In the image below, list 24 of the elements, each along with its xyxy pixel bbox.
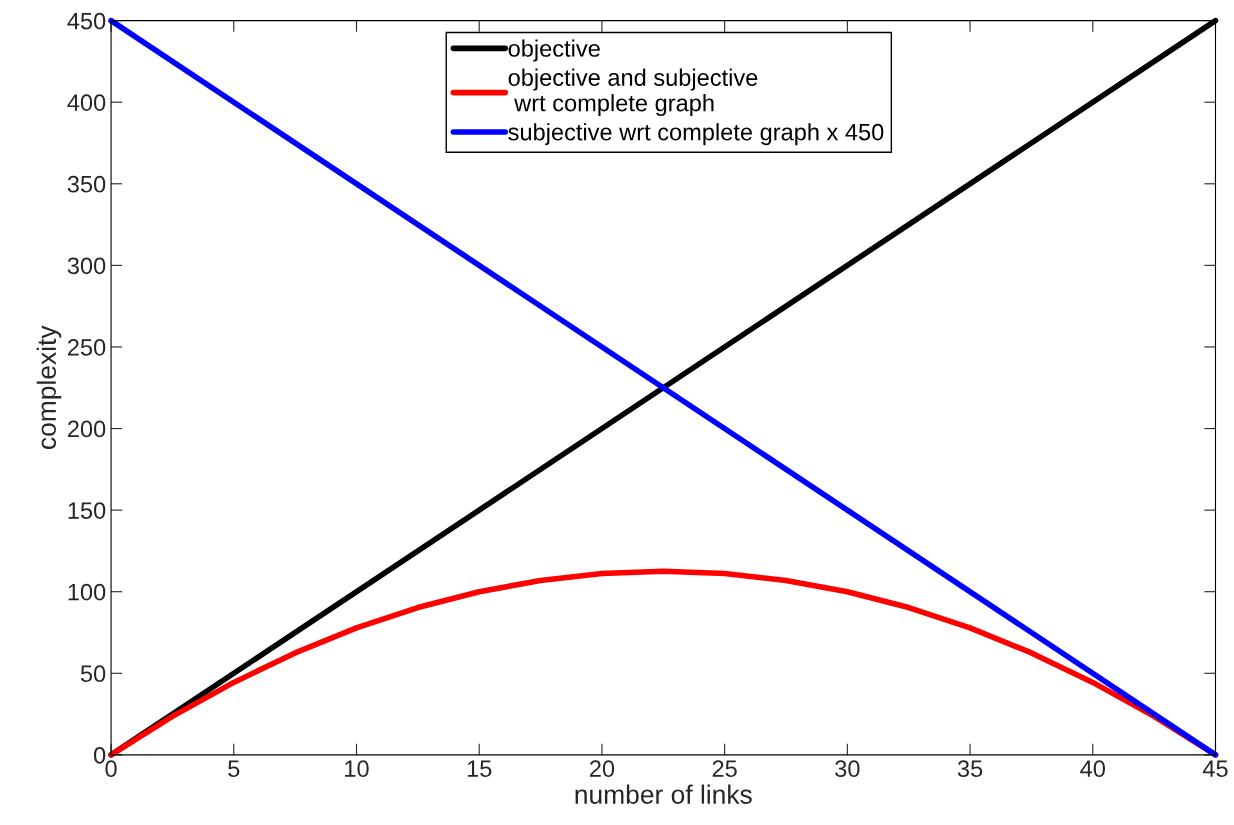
y-tick-label: 450 xyxy=(67,12,106,30)
y-tick-label: 0 xyxy=(93,746,106,764)
x-tick-label: 30 xyxy=(835,760,860,778)
y-tick-label: 350 xyxy=(67,175,106,193)
y-tick-label: 100 xyxy=(68,583,106,601)
y-tick-label: 50 xyxy=(80,665,106,683)
x-tick-label: 5 xyxy=(228,760,240,778)
y-tick-label: 250 xyxy=(68,339,106,356)
x-tick-label: 0 xyxy=(105,760,117,778)
x-axis-title: number of links xyxy=(575,784,752,804)
x-tick-label: 15 xyxy=(467,760,492,778)
x-tick-label: 20 xyxy=(589,760,615,778)
y-tick-label: 300 xyxy=(67,257,106,275)
x-tick-label: 40 xyxy=(1080,760,1105,778)
legend-label: subjective wrt complete graph x 450 xyxy=(508,123,884,146)
y-axis-title: complexity xyxy=(36,325,62,449)
y-tick-label: 400 xyxy=(67,94,106,111)
y-tick-label: 200 xyxy=(68,420,106,438)
legend-label: objective xyxy=(508,39,600,62)
x-tick-label: 10 xyxy=(345,760,369,778)
x-tick-label: 25 xyxy=(712,760,737,778)
y-tick-label: 150 xyxy=(68,502,106,519)
x-tick-label: 35 xyxy=(957,760,983,778)
x-tick-label: 45 xyxy=(1202,760,1228,778)
